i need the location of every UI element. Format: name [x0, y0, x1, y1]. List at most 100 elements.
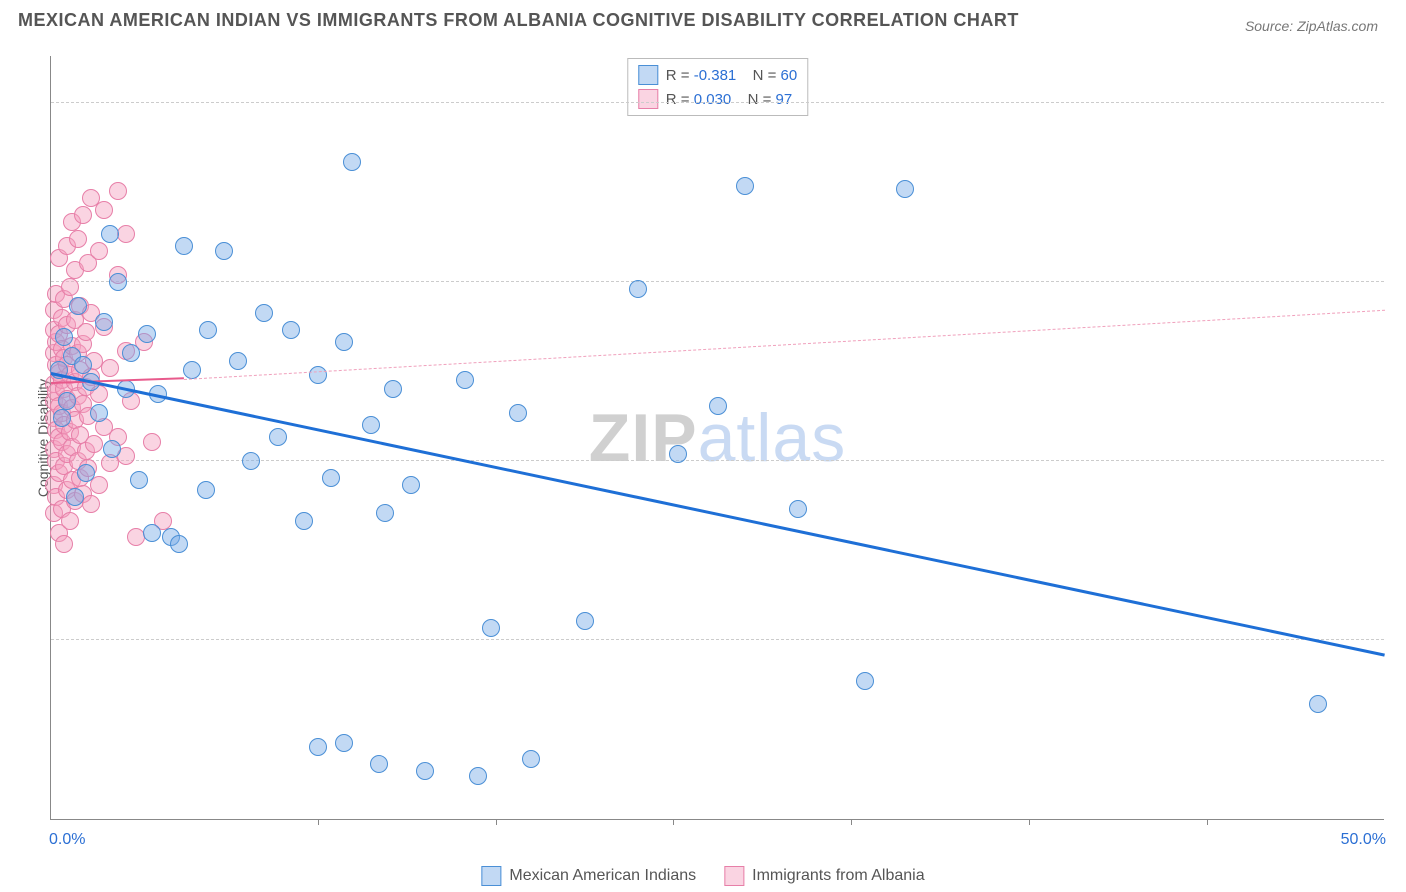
data-point	[69, 230, 87, 248]
data-point	[143, 524, 161, 542]
legend-item: Mexican American Indians	[481, 866, 696, 886]
legend-swatch	[724, 866, 744, 886]
data-point	[90, 476, 108, 494]
data-point	[736, 177, 754, 195]
legend-n: N = 60	[744, 67, 797, 84]
legend-stats: R = -0.381 N = 60R = 0.030 N = 97	[627, 58, 808, 116]
y-tick-label: 15.0%	[1392, 434, 1406, 452]
data-point	[242, 452, 260, 470]
data-point	[629, 280, 647, 298]
data-point	[199, 321, 217, 339]
source-label: Source:	[1245, 18, 1293, 34]
data-point	[58, 392, 76, 410]
x-tick	[318, 819, 319, 825]
data-point	[335, 333, 353, 351]
data-point	[82, 495, 100, 513]
data-point	[74, 356, 92, 374]
legend-stat-row: R = -0.381 N = 60	[638, 63, 797, 87]
legend-swatch	[638, 89, 658, 109]
trend-line	[184, 309, 1385, 379]
source: Source: ZipAtlas.com	[1245, 18, 1378, 34]
data-point	[709, 397, 727, 415]
data-point	[376, 504, 394, 522]
data-point	[456, 371, 474, 389]
data-point	[101, 225, 119, 243]
x-tick	[673, 819, 674, 825]
data-point	[130, 471, 148, 489]
data-point	[576, 612, 594, 630]
data-point	[362, 416, 380, 434]
data-point	[55, 535, 73, 553]
x-axis-min: 0.0%	[49, 831, 85, 849]
data-point	[95, 313, 113, 331]
data-point	[282, 321, 300, 339]
data-point	[384, 380, 402, 398]
gridline	[51, 639, 1384, 640]
data-point	[109, 273, 127, 291]
x-axis-max: 50.0%	[1341, 831, 1386, 849]
x-tick	[851, 819, 852, 825]
data-point	[183, 361, 201, 379]
chart-title: MEXICAN AMERICAN INDIAN VS IMMIGRANTS FR…	[18, 10, 1019, 31]
data-point	[197, 481, 215, 499]
data-point	[370, 755, 388, 773]
legend-item: Immigrants from Albania	[724, 866, 925, 886]
data-point	[482, 619, 500, 637]
data-point	[269, 428, 287, 446]
data-point	[402, 476, 420, 494]
legend-series: Mexican American Indians Immigrants from …	[481, 866, 924, 886]
data-point	[509, 404, 527, 422]
data-point	[55, 328, 73, 346]
data-point	[309, 738, 327, 756]
plot-area: Cognitive Disability ZIPatlas R = -0.381…	[50, 56, 1384, 820]
legend-swatch	[638, 65, 658, 85]
data-point	[896, 180, 914, 198]
data-point	[90, 404, 108, 422]
data-point	[122, 344, 140, 362]
data-point	[789, 500, 807, 518]
legend-n: N = 97	[739, 91, 792, 108]
legend-r: R = -0.381	[666, 67, 736, 84]
y-tick-label: 30.0%	[1392, 76, 1406, 94]
data-point	[295, 512, 313, 530]
x-tick	[1207, 819, 1208, 825]
data-point	[101, 359, 119, 377]
data-point	[416, 762, 434, 780]
x-tick	[1029, 819, 1030, 825]
data-point	[229, 352, 247, 370]
data-point	[117, 225, 135, 243]
data-point	[138, 325, 156, 343]
data-point	[343, 153, 361, 171]
data-point	[103, 440, 121, 458]
data-point	[856, 672, 874, 690]
data-point	[66, 488, 84, 506]
data-point	[215, 242, 233, 260]
data-point	[309, 366, 327, 384]
legend-stat-row: R = 0.030 N = 97	[638, 87, 797, 111]
legend-label: Immigrants from Albania	[752, 867, 925, 885]
data-point	[74, 206, 92, 224]
data-point	[61, 278, 79, 296]
data-point	[143, 433, 161, 451]
data-point	[175, 237, 193, 255]
chart: Cognitive Disability ZIPatlas R = -0.381…	[44, 50, 1384, 820]
data-point	[522, 750, 540, 768]
data-point	[85, 435, 103, 453]
data-point	[53, 409, 71, 427]
data-point	[61, 512, 79, 530]
data-point	[1309, 695, 1327, 713]
data-point	[90, 242, 108, 260]
legend-r: R = 0.030	[666, 91, 731, 108]
data-point	[95, 201, 113, 219]
y-tick-label: 22.5%	[1392, 255, 1406, 273]
data-point	[170, 535, 188, 553]
legend-swatch	[481, 866, 501, 886]
data-point	[255, 304, 273, 322]
y-tick-label: 7.5%	[1392, 613, 1406, 631]
data-point	[322, 469, 340, 487]
source-value: ZipAtlas.com	[1297, 18, 1378, 34]
data-point	[669, 445, 687, 463]
data-point	[77, 323, 95, 341]
data-point	[69, 297, 87, 315]
gridline	[51, 281, 1384, 282]
